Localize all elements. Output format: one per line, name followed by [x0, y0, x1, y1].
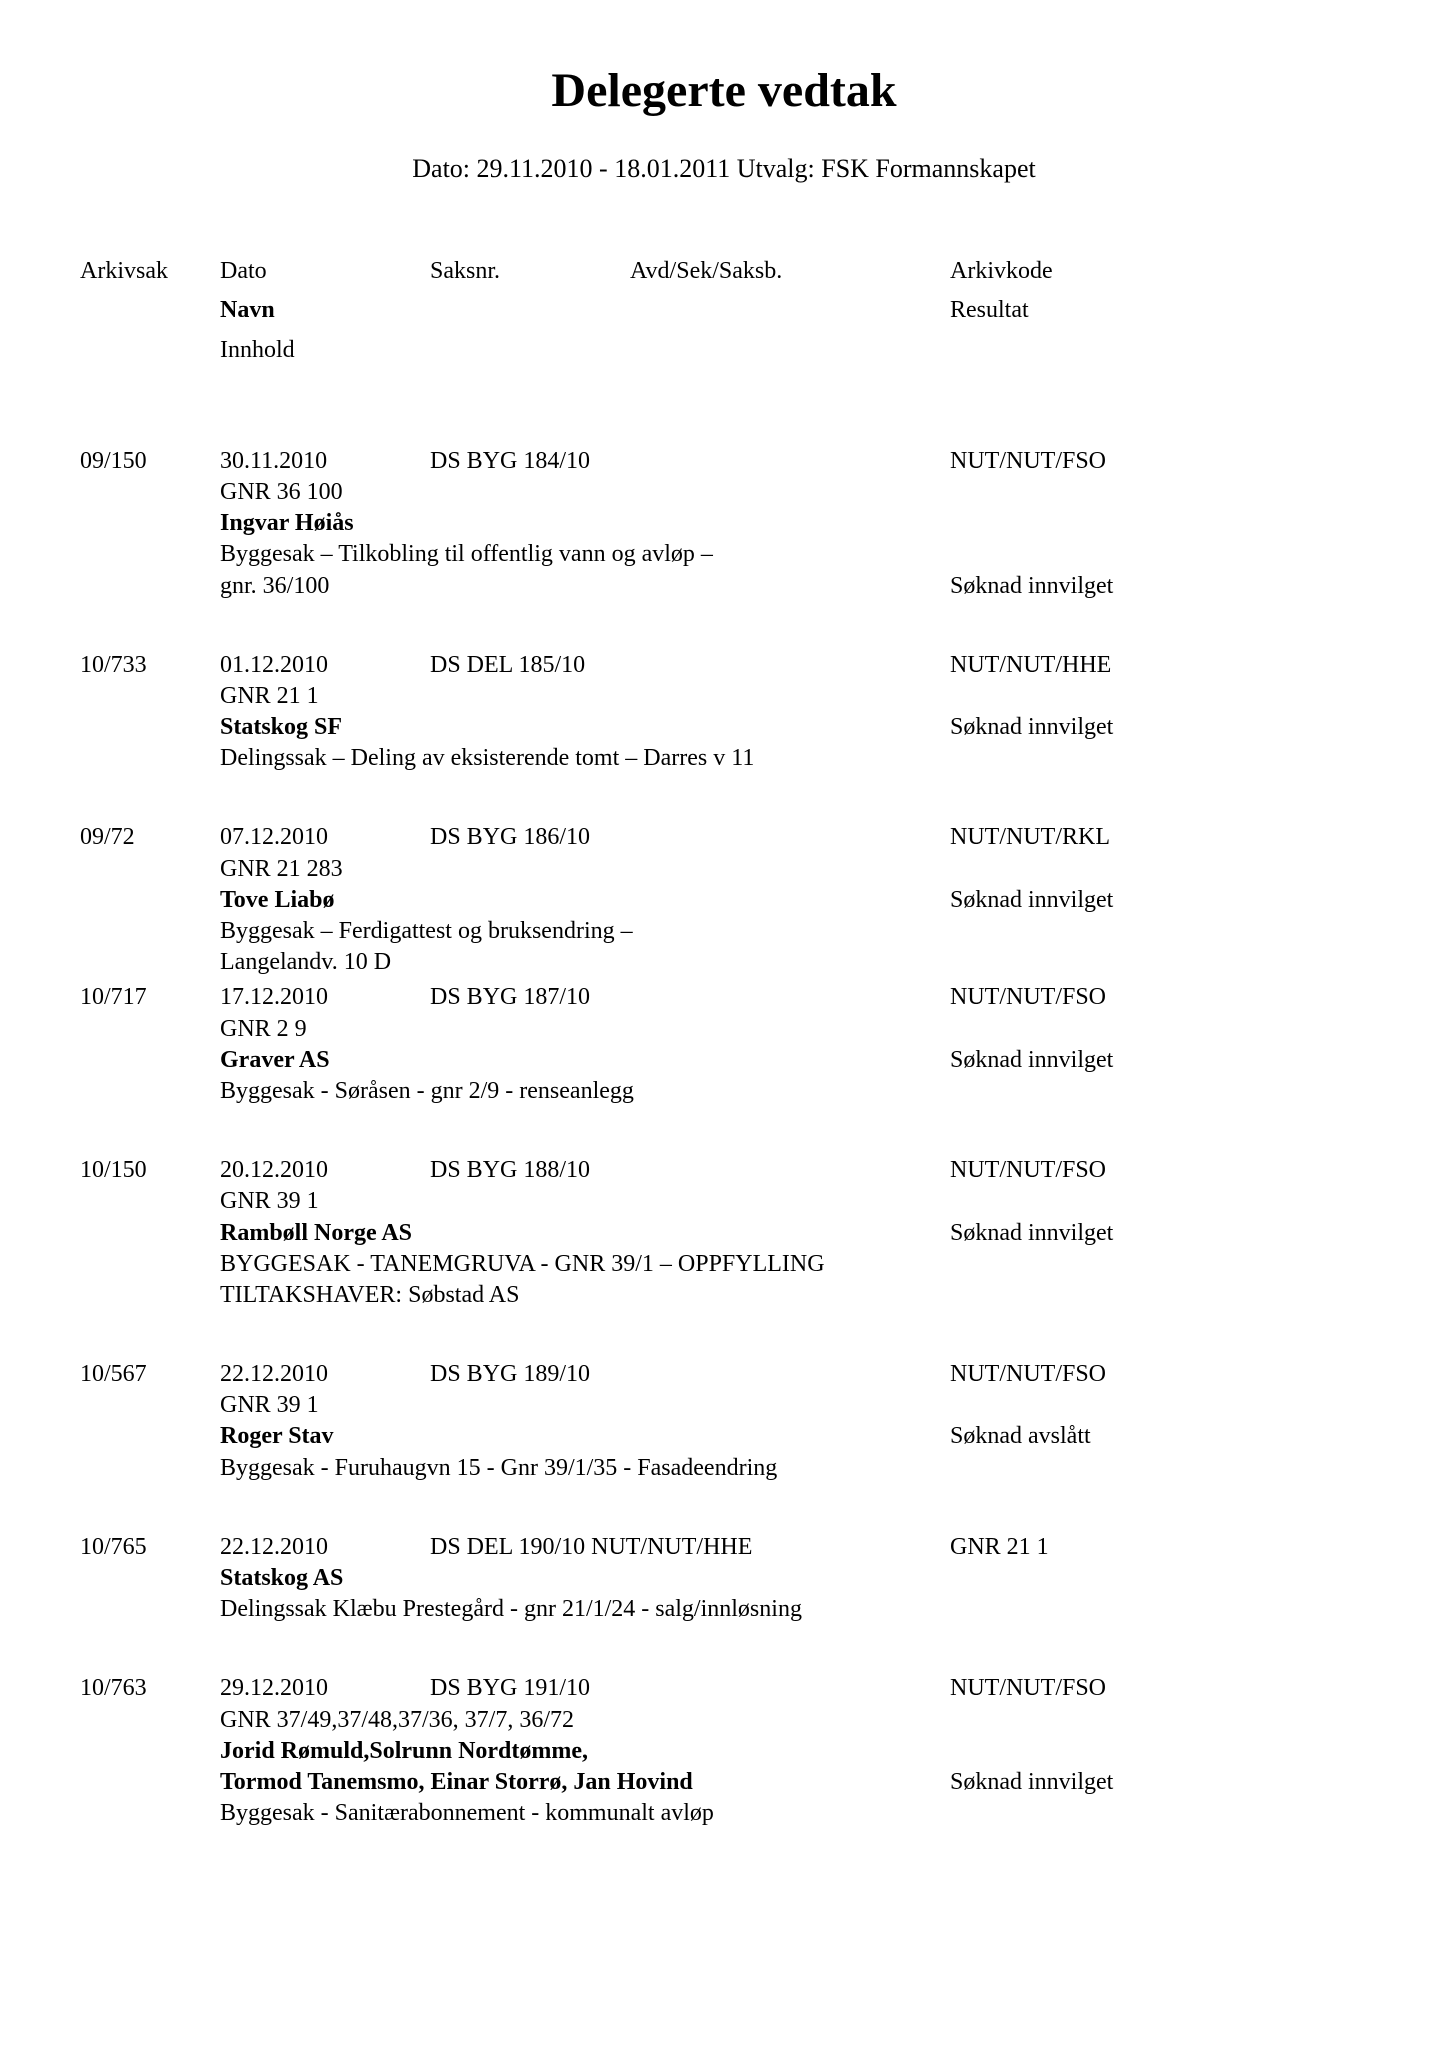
gnr: GNR 21 283	[220, 854, 1368, 885]
innhold-line: Byggesak - Sanitærabonnement - kommunalt…	[220, 1798, 1368, 1829]
resultat: Søknad innvilget	[930, 571, 1160, 602]
saksnr: DS BYG 186/10	[430, 822, 930, 853]
navn: Rambøll Norge AS	[220, 1218, 930, 1249]
resultat: Søknad innvilget	[930, 1767, 1160, 1798]
arkivkode: GNR 21 1	[930, 1532, 1160, 1563]
entry: 10/733 01.12.2010 DS DEL 185/10 NUT/NUT/…	[80, 650, 1368, 775]
gnr: GNR 37/49,37/48,37/36, 37/7, 36/72	[220, 1705, 1368, 1736]
gnr: GNR 39 1	[220, 1186, 1368, 1217]
innhold-line: Delingssak – Deling av eksisterende tomt…	[220, 743, 1368, 774]
innhold-line: Byggesak - Furuhaugvn 15 - Gnr 39/1/35 -…	[220, 1453, 1368, 1484]
resultat: Søknad innvilget	[930, 885, 1160, 916]
entry: 10/717 17.12.2010 DS BYG 187/10 NUT/NUT/…	[80, 982, 1368, 1107]
resultat: Søknad innvilget	[930, 1045, 1160, 1076]
resultat: Søknad innvilget	[930, 712, 1160, 743]
dato: 30.11.2010	[220, 446, 430, 477]
arkivsak: 10/717	[80, 982, 220, 1013]
entry: 10/150 20.12.2010 DS BYG 188/10 NUT/NUT/…	[80, 1155, 1368, 1311]
dato: 29.12.2010	[220, 1673, 430, 1704]
navn: Roger Stav	[220, 1421, 930, 1452]
dato: 07.12.2010	[220, 822, 430, 853]
gnr: GNR 39 1	[220, 1390, 1368, 1421]
saksnr: DS BYG 188/10	[430, 1155, 930, 1186]
arkivsak: 10/567	[80, 1359, 220, 1390]
arkivkode: NUT/NUT/FSO	[930, 1155, 1160, 1186]
header-resultat: Resultat	[950, 295, 1230, 326]
arkivkode: NUT/NUT/RKL	[930, 822, 1160, 853]
innhold-line: Byggesak - Søråsen - gnr 2/9 - renseanle…	[220, 1076, 1368, 1107]
arkivkode: NUT/NUT/HHE	[930, 650, 1160, 681]
header-dato: Dato	[220, 256, 430, 287]
arkivsak: 09/150	[80, 446, 220, 477]
navn: Tove Liabø	[220, 885, 930, 916]
header-saksnr: Saksnr.	[430, 256, 630, 287]
dato: 20.12.2010	[220, 1155, 430, 1186]
innhold-line: BYGGESAK - TANEMGRUVA - GNR 39/1 – OPPFY…	[220, 1249, 1368, 1280]
dato: 22.12.2010	[220, 1359, 430, 1390]
arkivkode: NUT/NUT/FSO	[930, 1673, 1160, 1704]
arkivsak: 10/763	[80, 1673, 220, 1704]
dato: 22.12.2010	[220, 1532, 430, 1563]
navn: Ingvar Høiås	[220, 508, 1368, 539]
arkivsak: 10/765	[80, 1532, 220, 1563]
arkivsak: 10/733	[80, 650, 220, 681]
header-innhold: Innhold	[220, 335, 430, 366]
gnr: GNR 36 100	[220, 477, 1368, 508]
page-title: Delegerte vedtak	[80, 60, 1368, 122]
arkivkode: NUT/NUT/FSO	[930, 446, 1160, 477]
arkivsak: 10/150	[80, 1155, 220, 1186]
saksnr: DS DEL 185/10	[430, 650, 930, 681]
innhold-line: Byggesak – Tilkobling til offentlig vann…	[220, 539, 1368, 570]
column-headers: Arkivsak Dato Saksnr. Avd/Sek/Saksb. Ark…	[80, 256, 1368, 366]
subtitle: Dato: 29.11.2010 - 18.01.2011 Utvalg: FS…	[80, 152, 1368, 186]
header-avd: Avd/Sek/Saksb.	[630, 256, 950, 287]
saksnr: DS BYG 187/10	[430, 982, 930, 1013]
gnr: GNR 21 1	[220, 681, 1368, 712]
innhold-line: Byggesak – Ferdigattest og bruksendring …	[220, 916, 1368, 947]
navn: Statskog SF	[220, 712, 930, 743]
gnr: GNR 2 9	[220, 1014, 1368, 1045]
entry: 10/567 22.12.2010 DS BYG 189/10 NUT/NUT/…	[80, 1359, 1368, 1484]
dato: 17.12.2010	[220, 982, 430, 1013]
entry: 10/763 29.12.2010 DS BYG 191/10 NUT/NUT/…	[80, 1673, 1368, 1829]
innhold-line: TILTAKSHAVER: Søbstad AS	[220, 1280, 1368, 1311]
innhold-line: Langelandv. 10 D	[220, 947, 1368, 978]
navn: Jorid Rømuld,Solrunn Nordtømme,	[220, 1736, 1368, 1767]
navn: Graver AS	[220, 1045, 930, 1076]
header-navn: Navn	[220, 295, 430, 326]
navn: Statskog AS	[220, 1563, 1368, 1594]
saksnr: DS BYG 191/10	[430, 1673, 930, 1704]
resultat: Søknad avslått	[930, 1421, 1160, 1452]
saksnr: DS DEL 190/10 NUT/NUT/HHE	[430, 1532, 930, 1563]
entry: 10/765 22.12.2010 DS DEL 190/10 NUT/NUT/…	[80, 1532, 1368, 1626]
navn-line2: Tormod Tanemsmo, Einar Storrø, Jan Hovin…	[220, 1767, 930, 1798]
dato: 01.12.2010	[220, 650, 430, 681]
arkivkode: NUT/NUT/FSO	[930, 982, 1160, 1013]
innhold-line: Delingssak Klæbu Prestegård - gnr 21/1/2…	[220, 1594, 1368, 1625]
innhold-line: gnr. 36/100	[220, 571, 930, 602]
arkivsak: 09/72	[80, 822, 220, 853]
entry: 09/72 07.12.2010 DS BYG 186/10 NUT/NUT/R…	[80, 822, 1368, 978]
resultat: Søknad innvilget	[930, 1218, 1160, 1249]
saksnr: DS BYG 184/10	[430, 446, 930, 477]
header-arkivkode: Arkivkode	[950, 256, 1230, 287]
header-arkivsak: Arkivsak	[80, 256, 220, 287]
entry: 09/150 30.11.2010 DS BYG 184/10 NUT/NUT/…	[80, 446, 1368, 602]
saksnr: DS BYG 189/10	[430, 1359, 930, 1390]
arkivkode: NUT/NUT/FSO	[930, 1359, 1160, 1390]
